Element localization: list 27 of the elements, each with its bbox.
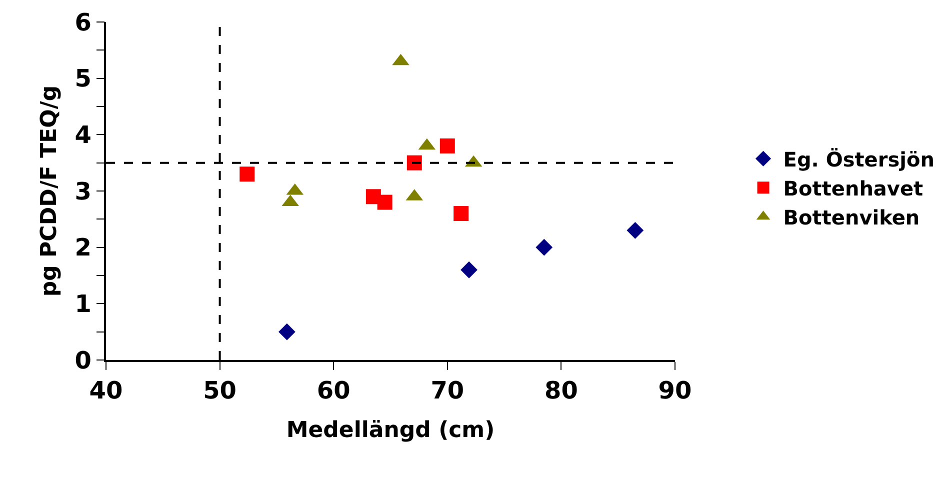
point [454,206,469,222]
x-tick-label: 70 [430,376,464,405]
point [460,261,478,278]
x-tick-label: 50 [203,376,237,405]
point [406,155,422,170]
legend-label: Eg. Östersjön [783,147,934,172]
x-tick-label: 60 [316,376,350,405]
y-tick-label: 4 [74,121,92,150]
point [536,238,553,256]
x-tick-label: 90 [658,376,692,405]
y-tick-label: 6 [74,8,92,36]
point [377,194,392,210]
y-tick-label: 3 [74,177,92,206]
y-tick-label: 2 [74,234,92,262]
x-tick-label: 80 [544,376,578,405]
y-tick-label: 1 [74,290,92,318]
point [278,323,296,340]
x-axis-title: Medellängd (cm) [286,418,495,443]
point [626,222,644,239]
legend-label: Bottenviken [783,205,920,230]
y-axis-title: pg PCDD/F TEQ/g [37,85,62,297]
x-tick-label: 40 [89,376,123,405]
point [440,138,455,154]
point [240,166,255,182]
y-tick-label: 0 [74,346,92,374]
legend-label: Bottenhavet [783,176,924,200]
y-tick-label: 5 [74,64,92,93]
